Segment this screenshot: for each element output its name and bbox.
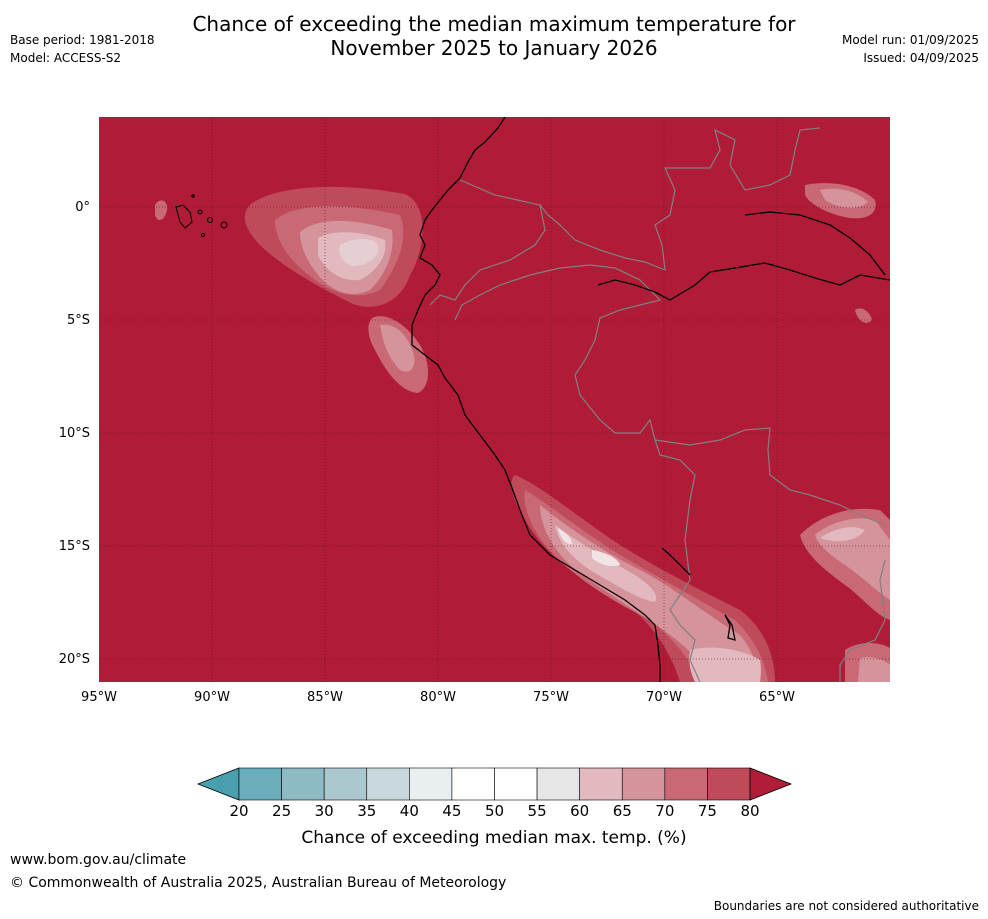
chart-title: Chance of exceeding the median maximum t… (0, 12, 988, 60)
galapagos-islands (175, 194, 228, 237)
disclaimer-text: Boundaries are not considered authoritat… (713, 899, 979, 913)
probability-contours (155, 183, 890, 682)
colorbar-swatch (536, 767, 580, 801)
colorbar-swatch (281, 767, 325, 801)
colorbar-tick-label: 25 (272, 802, 291, 820)
colorbar-title: Chance of exceeding median max. temp. (%… (301, 828, 686, 848)
colorbar-swatch (366, 767, 410, 801)
lon-label: 65°W (759, 690, 795, 705)
colorbar-swatch (238, 767, 282, 801)
lat-labels: 0° 5°S 10°S 15°S 20°S (59, 200, 90, 667)
lat-label: 5°S (67, 313, 90, 328)
colorbar-tick-label: 75 (698, 802, 717, 820)
colorbar-swatch (409, 767, 453, 801)
colorbar-ticks: 20 25 30 35 40 45 50 55 60 65 70 75 80 (229, 802, 759, 820)
graticule (99, 117, 890, 682)
colorbar-tick-label: 45 (442, 802, 461, 820)
website-link[interactable]: www.bom.gov.au/climate (10, 852, 187, 868)
colorbar-swatch (621, 767, 666, 801)
colorbar-tick-label: 20 (229, 802, 248, 820)
colorbar-tick-label: 50 (485, 802, 504, 820)
metadata-left: Base period: 1981-2018 Model: ACCESS-S2 (10, 31, 155, 67)
lon-label: 85°W (307, 690, 343, 705)
lon-label: 80°W (420, 690, 456, 705)
title-line-1: Chance of exceeding the median maximum t… (192, 12, 796, 36)
colorbar-tick-label: 65 (613, 802, 632, 820)
colorbar-max-extend (749, 767, 793, 801)
colorbar-tick-label: 80 (740, 802, 759, 820)
base-period: Base period: 1981-2018 (10, 33, 155, 47)
colorbar-tick-label: 30 (315, 802, 334, 820)
lon-label: 70°W (646, 690, 682, 705)
lon-label: 95°W (81, 690, 117, 705)
colorbar-swatch (707, 767, 751, 801)
lat-label: 15°S (59, 539, 90, 554)
lon-label: 75°W (533, 690, 569, 705)
model-name: Model: ACCESS-S2 (10, 51, 122, 65)
colorbar-tick-label: 35 (357, 802, 376, 820)
colorbar-swatch (323, 767, 368, 801)
lon-labels: 95°W 90°W 85°W 80°W 75°W 70°W 65°W (81, 690, 795, 705)
lat-label: 20°S (59, 652, 90, 667)
metadata-right: Model run: 01/09/2025 Issued: 04/09/2025 (842, 31, 979, 67)
title-line-2: November 2025 to January 2026 (330, 36, 658, 60)
lat-label: 10°S (59, 426, 90, 441)
model-run: Model run: 01/09/2025 (841, 33, 979, 47)
coastlines (411, 117, 890, 682)
colorbar-tick-label: 60 (570, 802, 589, 820)
lon-label: 90°W (194, 690, 230, 705)
map-background (99, 117, 890, 682)
colorbar-swatch (579, 767, 623, 801)
issued-date: Issued: 04/09/2025 (863, 51, 979, 65)
colorbar-swatch (494, 767, 538, 801)
colorbar-swatch (664, 767, 708, 801)
colorbar-swatch (451, 767, 495, 801)
colorbar-min-extend (196, 767, 240, 801)
copyright-text: © Commonwealth of Australia 2025, Austra… (10, 875, 507, 891)
colorbar-tick-label: 55 (528, 802, 547, 820)
lat-label: 0° (75, 200, 90, 215)
colorbar-tick-label: 70 (655, 802, 674, 820)
colorbar-tick-label: 40 (400, 802, 419, 820)
country-borders (429, 127, 886, 682)
colorbar (196, 767, 793, 801)
